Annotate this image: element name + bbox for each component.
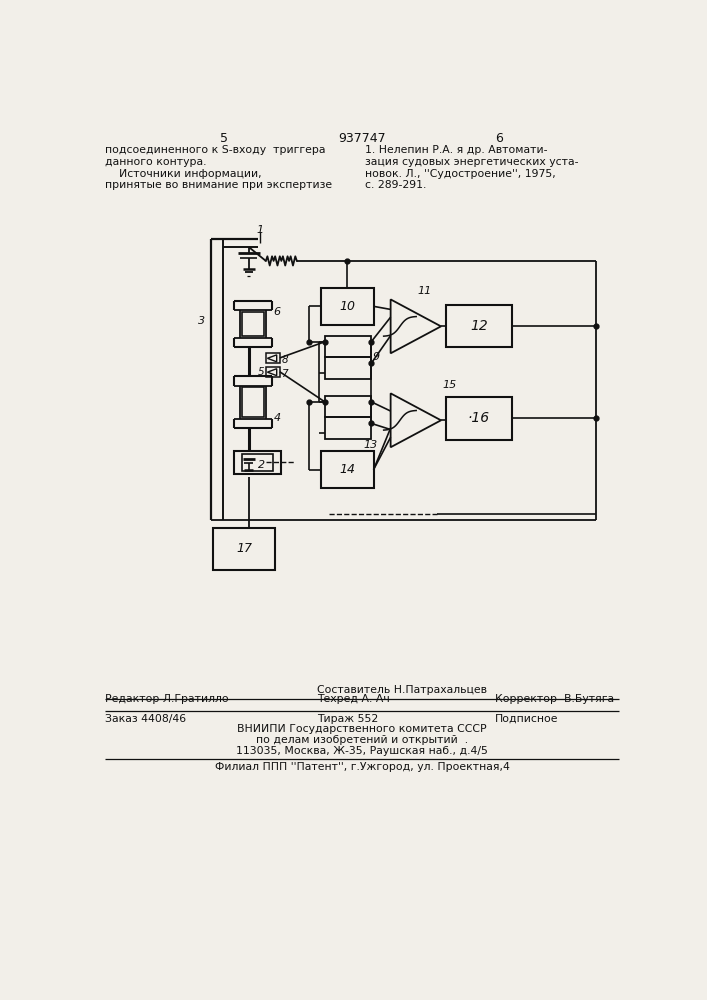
Text: 8: 8	[281, 355, 288, 365]
Bar	[213, 528, 275, 570]
Text: 6: 6	[274, 307, 281, 317]
Bar	[234, 451, 281, 474]
Bar	[325, 357, 371, 379]
Bar	[266, 367, 280, 377]
Text: 3: 3	[197, 316, 204, 326]
Text: 9: 9	[373, 352, 380, 362]
Text: Заказ 4408/46: Заказ 4408/46	[105, 714, 187, 724]
Text: Корректор  В.Бутяга: Корректор В.Бутяга	[495, 694, 614, 704]
Text: 17: 17	[236, 542, 252, 555]
Bar	[242, 387, 264, 417]
Bar	[321, 451, 373, 488]
Text: ВНИИПИ Государственного комитета СССР: ВНИИПИ Государственного комитета СССР	[237, 724, 486, 734]
Text: 4: 4	[274, 413, 281, 423]
Text: 2: 2	[258, 460, 265, 470]
Text: Техред А. Ач: Техред А. Ач	[317, 694, 390, 704]
Bar	[325, 336, 371, 357]
Text: 14: 14	[339, 463, 355, 476]
Text: Составитель Н.Патрахальцев: Составитель Н.Патрахальцев	[317, 685, 487, 695]
Text: Тираж 552: Тираж 552	[317, 714, 378, 724]
Bar	[242, 454, 273, 471]
Bar	[325, 396, 371, 417]
Text: по делам изобретений и открытий  .: по делам изобретений и открытий .	[256, 735, 468, 745]
Text: ·16: ·16	[468, 411, 490, 425]
Text: 1. Нелепин Р.А. я др. Автомати-
зация судовых энергетических уста-
новок. Л., '': 1. Нелепин Р.А. я др. Автомати- зация су…	[365, 145, 578, 190]
Text: 12: 12	[470, 319, 488, 333]
Bar	[266, 353, 280, 363]
Text: подсоединенного к S-входу  триггера
данного контура.
    Источники информации,
п: подсоединенного к S-входу триггера данно…	[105, 145, 332, 190]
Text: Редактор Л.Гратилло: Редактор Л.Гратилло	[105, 694, 229, 704]
Bar	[446, 305, 513, 347]
Text: 13: 13	[363, 440, 378, 450]
Bar	[242, 312, 264, 336]
Text: 15: 15	[443, 379, 457, 389]
Text: 6: 6	[495, 132, 503, 145]
Text: 937747: 937747	[338, 132, 386, 145]
Bar	[446, 397, 513, 440]
Text: 11: 11	[418, 286, 432, 296]
Text: 7: 7	[281, 369, 288, 379]
Bar	[325, 417, 371, 439]
Text: 113035, Москва, Ж-35, Раушская наб., д.4/5: 113035, Москва, Ж-35, Раушская наб., д.4…	[236, 746, 488, 756]
Text: Подписное: Подписное	[495, 714, 559, 724]
Text: 5: 5	[220, 132, 228, 145]
Bar	[321, 288, 373, 325]
Text: 5: 5	[257, 367, 264, 377]
Text: 1: 1	[257, 225, 264, 235]
Text: 10: 10	[339, 300, 355, 313]
Text: Филиал ППП ''Патент'', г.Ужгород, ул. Проектная,4: Филиал ППП ''Патент'', г.Ужгород, ул. Пр…	[214, 762, 509, 772]
